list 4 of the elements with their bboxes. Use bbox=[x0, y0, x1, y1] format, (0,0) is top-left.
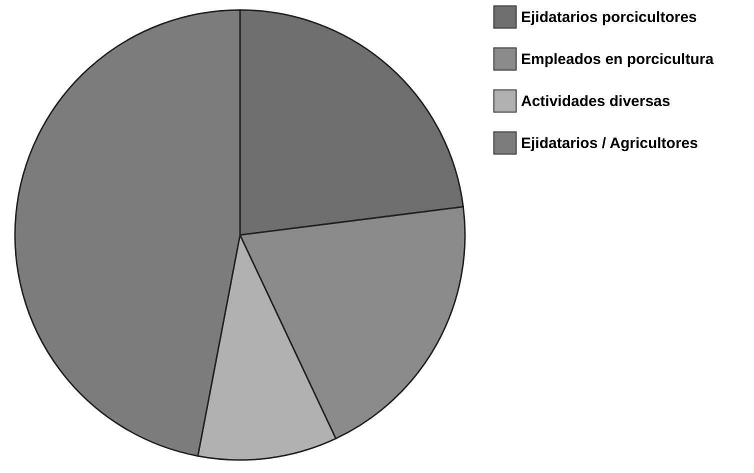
legend-label: Actividades diversas bbox=[521, 93, 670, 110]
legend-label: Ejidatarios / Agricultores bbox=[521, 135, 698, 152]
legend-label: Ejidatarios porcicultores bbox=[521, 9, 697, 26]
legend-label: Empleados en porcicultura bbox=[521, 51, 714, 68]
